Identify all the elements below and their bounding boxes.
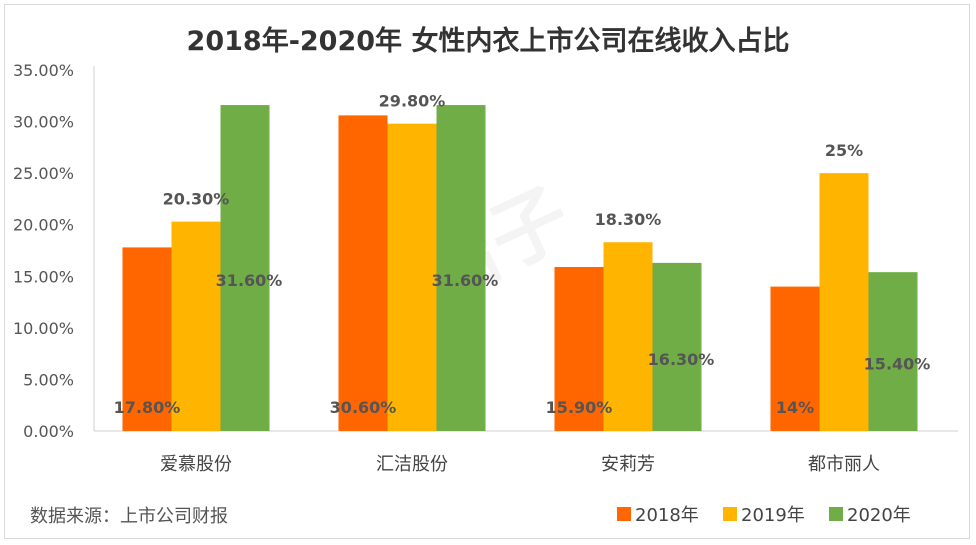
legend-swatch-2 xyxy=(723,507,737,521)
bar-1-2 xyxy=(338,115,388,431)
category-label: 都市丽人 xyxy=(808,454,880,475)
legend-label-1: 2018年 xyxy=(635,505,699,526)
legend-label-3: 2020年 xyxy=(847,505,911,526)
x-axis: 爱慕股份 汇洁股份 安莉芳 都市丽人 xyxy=(160,454,880,475)
bar-2-4 xyxy=(819,173,869,431)
y-axis: 0.00% 5.00% 10.00% 15.00% 20.00% 25.00% 30.00%… xyxy=(13,61,958,441)
category-label: 汇洁股份 xyxy=(376,454,448,475)
bar-3-2 xyxy=(436,105,486,431)
legend-swatch-3 xyxy=(829,507,843,521)
data-label-2020: 16.30% xyxy=(648,350,715,369)
legend-label-2: 2019年 xyxy=(741,505,805,526)
bar-1-4 xyxy=(770,286,820,431)
data-label-2020: 31.60% xyxy=(216,271,283,290)
bars-group xyxy=(122,105,918,432)
bar-2-1 xyxy=(171,221,221,431)
bar-1-1 xyxy=(122,247,172,431)
data-label-2018: 17.80% xyxy=(114,398,181,417)
data-source: 数据来源：上市公司财报 xyxy=(30,506,228,527)
bar-2-3 xyxy=(603,242,653,431)
y-tick-label: 0.00% xyxy=(23,422,74,441)
legend-swatch-1 xyxy=(617,507,631,521)
bar-1-3 xyxy=(554,267,604,431)
data-label-2018: 14% xyxy=(776,398,814,417)
y-tick-label: 15.00% xyxy=(13,267,74,286)
data-label-2019: 25% xyxy=(825,141,863,160)
chart-frame xyxy=(4,4,970,539)
data-label-2020: 31.60% xyxy=(432,271,499,290)
data-label-2019: 18.30% xyxy=(595,210,662,229)
y-tick-label: 30.00% xyxy=(13,113,74,132)
y-tick-label: 5.00% xyxy=(23,370,74,389)
data-label-2020: 15.40% xyxy=(864,355,931,374)
data-label-2019: 20.30% xyxy=(163,190,230,209)
bar-3-4 xyxy=(868,272,918,431)
data-labels-group: 17.80% 20.30% 31.60% 30.60% 29.80% 31.60% 15.9… xyxy=(114,92,931,417)
y-tick-label: 25.00% xyxy=(13,164,74,183)
bar-3-1 xyxy=(220,105,270,431)
y-tick-label: 10.00% xyxy=(13,319,74,338)
data-label-2018: 30.60% xyxy=(330,398,397,417)
category-label: 爱慕股份 xyxy=(160,454,232,475)
legend: 2018年 2019年 2020年 xyxy=(617,505,911,526)
bar-2-2 xyxy=(387,123,437,432)
data-label-2019: 29.80% xyxy=(379,92,446,111)
chart-title: 2018年-2020年 女性内衣上市公司在线收入占比 xyxy=(187,25,790,57)
bar-3-3 xyxy=(652,262,702,431)
y-tick-label: 20.00% xyxy=(13,216,74,235)
category-label: 安莉芳 xyxy=(601,454,655,475)
data-label-2018: 15.90% xyxy=(546,398,613,417)
y-tick-label: 35.00% xyxy=(13,61,74,80)
